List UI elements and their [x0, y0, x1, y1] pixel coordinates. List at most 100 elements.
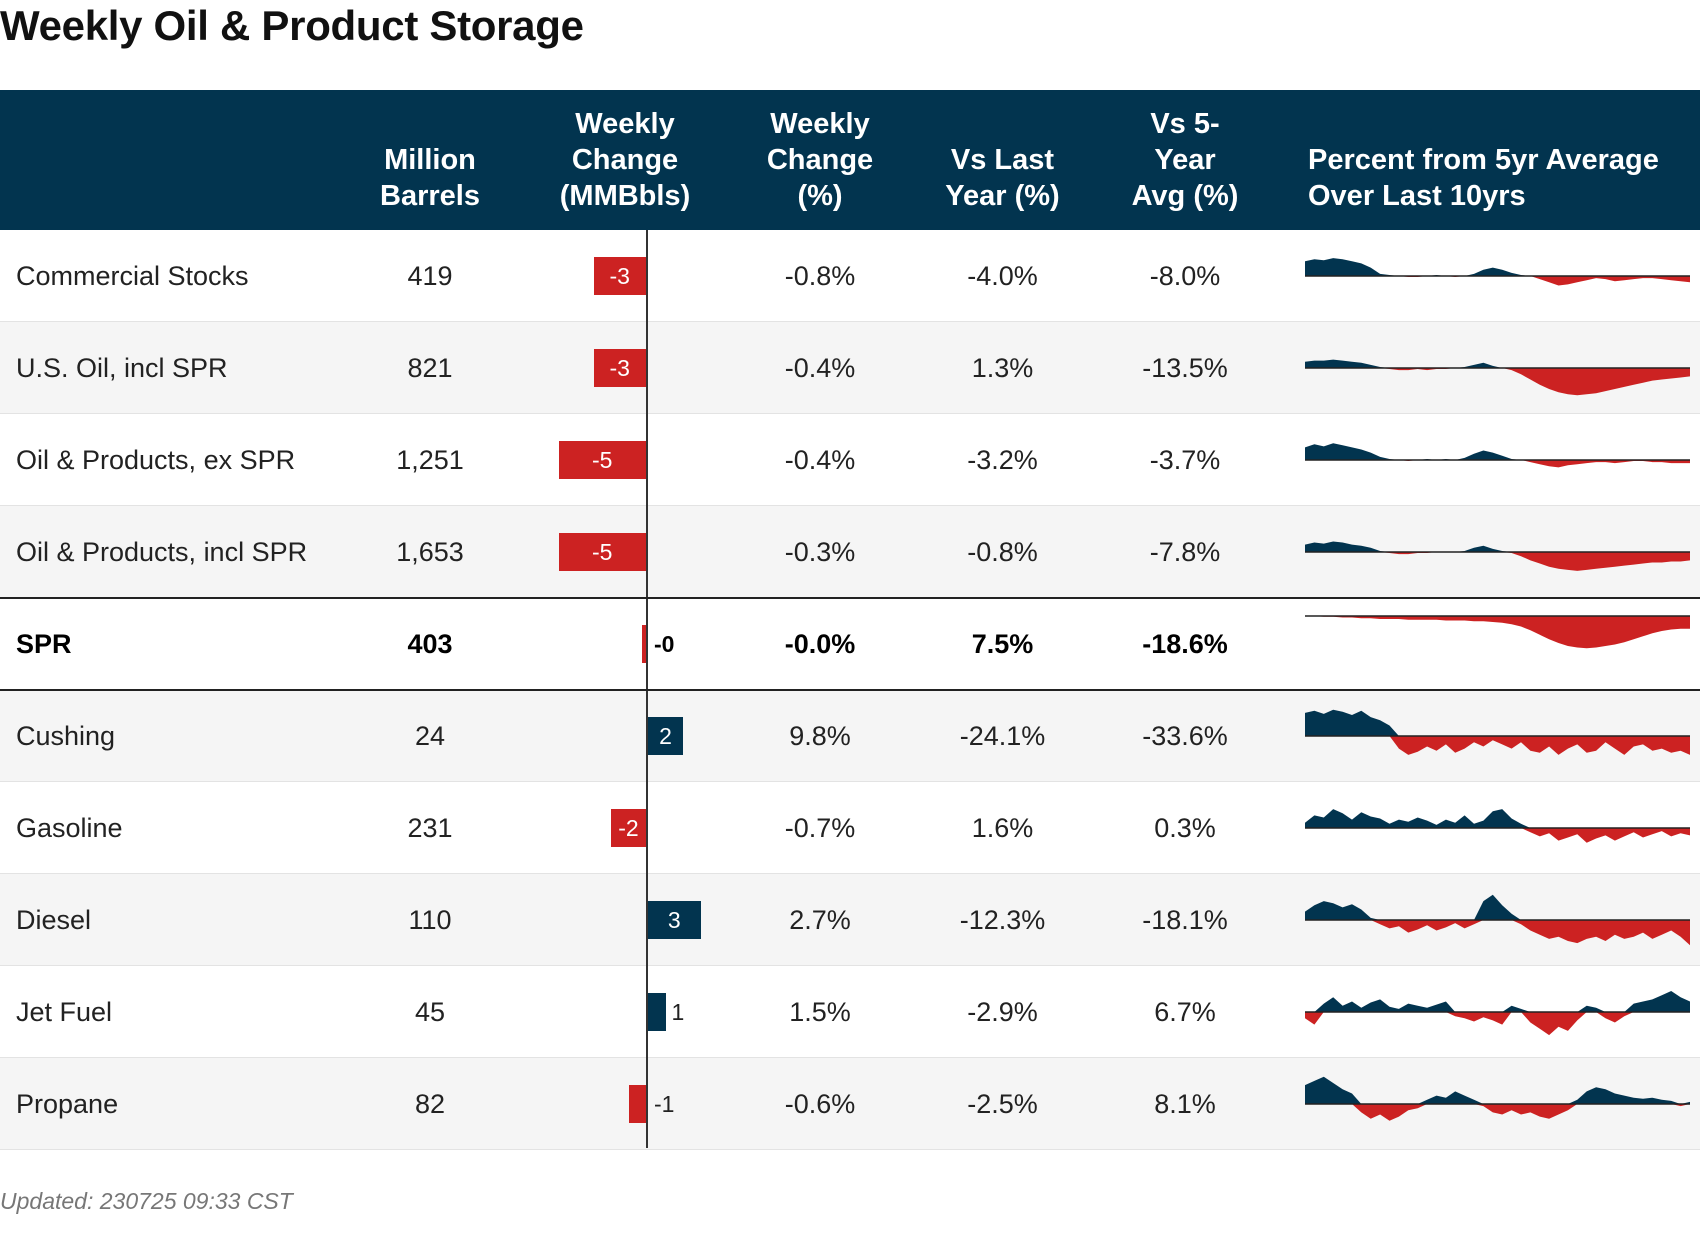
table-header: Million Barrels Weekly Change (MMBbls) W…: [0, 90, 1700, 230]
weekly-change-bar: [593, 349, 646, 387]
weekly-change-label: 3: [667, 907, 681, 933]
weekly-change-label: 1: [671, 999, 685, 1025]
sparkline-negative-area: [1305, 1012, 1690, 1036]
row-vs-last-year: -12.3%: [959, 905, 1046, 935]
weekly-change-bar: [648, 993, 666, 1031]
row-name: U.S. Oil, incl SPR: [16, 353, 228, 383]
row-vs-5yr: -18.1%: [1142, 905, 1228, 935]
row-weekly-pct: -0.7%: [784, 813, 856, 843]
table-row: Gasoline 231 -0.7% 1.6% 0.3% -2: [0, 782, 1700, 874]
weekly-change-label: -2: [618, 815, 639, 841]
weekly-change-bar: [648, 717, 683, 755]
row-vs-5yr: 6.7%: [1154, 997, 1216, 1027]
weekly-change-label: -3: [609, 355, 630, 381]
row-name: Oil & Products, ex SPR: [16, 445, 296, 475]
table-row: U.S. Oil, incl SPR 821 -0.4% 1.3% -13.5% -3: [0, 322, 1700, 414]
row-barrels: 403: [407, 629, 453, 659]
weekly-change-bar: [628, 1085, 646, 1123]
sparkline-negative-area: [1305, 276, 1690, 286]
row-name: Propane: [16, 1089, 119, 1119]
footer-updated: Updated: 230725 09:33 CST: [0, 1188, 293, 1214]
sparkline-positive-area: [1305, 258, 1690, 276]
row-vs-last-year: -2.5%: [967, 1089, 1038, 1119]
sparkline-positive-area: [1305, 894, 1690, 920]
row-barrels: 1,653: [396, 537, 464, 567]
weekly-change-label: 2: [659, 723, 672, 749]
table-row: Jet Fuel 45 1.5% -2.9% 6.7% 1: [0, 966, 1700, 1058]
page-title: Weekly Oil & Product Storage: [0, 2, 584, 49]
header-name: [16, 90, 346, 230]
sparkline-negative-area: [1305, 736, 1690, 755]
sparkline: [1305, 615, 1690, 649]
row-vs-5yr: -7.8%: [1149, 537, 1221, 567]
header-barrels: Million Barrels: [380, 144, 480, 212]
table-row: SPR 403 -0.0% 7.5% -18.6% -0: [0, 598, 1700, 690]
row-name: Gasoline: [16, 813, 123, 843]
sparkline-positive-area: [1305, 359, 1690, 368]
sparkline: [1305, 991, 1690, 1036]
sparkline-negative-area: [1305, 552, 1690, 571]
row-name: Diesel: [16, 905, 92, 935]
row-barrels: 45: [414, 997, 446, 1027]
row-vs-last-year: -4.0%: [967, 261, 1038, 291]
weekly-change-bar: [611, 809, 646, 847]
row-barrels: 110: [408, 905, 452, 935]
header-vs-last-year: Vs Last Year (%): [945, 144, 1060, 212]
sparkline: [1305, 359, 1690, 396]
row-vs-5yr: -33.6%: [1142, 721, 1228, 751]
row-vs-5yr: 0.3%: [1154, 813, 1216, 843]
sparkline-negative-area: [1305, 460, 1690, 468]
sparkline-positive-area: [1305, 991, 1690, 1012]
row-barrels: 82: [414, 1089, 446, 1119]
row-barrels: 231: [407, 813, 453, 843]
row-weekly-pct: -0.4%: [784, 353, 856, 383]
sparkline: [1305, 709, 1690, 755]
row-weekly-pct: -0.6%: [784, 1089, 856, 1119]
sparkline-negative-area: [1305, 828, 1690, 843]
row-name: Commercial Stocks: [16, 261, 249, 291]
header-vs-5yr: Vs 5- Year Avg (%): [1131, 108, 1239, 212]
row-weekly-pct: 1.5%: [789, 997, 851, 1027]
row-weekly-pct: -0.4%: [784, 445, 856, 475]
sparkline-positive-area: [1305, 541, 1690, 552]
sparkline-positive-area: [1305, 1076, 1690, 1104]
weekly-change-label: -0: [654, 631, 675, 657]
row-vs-5yr: 8.1%: [1154, 1089, 1216, 1119]
table-row: Cushing 24 9.8% -24.1% -33.6% 2: [0, 690, 1700, 782]
row-vs-5yr: -3.7%: [1149, 445, 1221, 475]
row-vs-5yr: -18.6%: [1142, 629, 1228, 659]
header-weekly-change: Weekly Change (MMBbls): [559, 108, 691, 212]
row-vs-last-year: 1.3%: [971, 353, 1034, 383]
sparkline: [1305, 809, 1690, 843]
row-vs-last-year: 1.6%: [971, 813, 1034, 843]
weekly-change-label: -1: [654, 1091, 675, 1117]
row-vs-5yr: -13.5%: [1142, 353, 1228, 383]
row-barrels: 419: [407, 261, 453, 291]
weekly-change-bar: [642, 625, 646, 663]
sparkline-negative-area: [1305, 616, 1690, 649]
weekly-change-label: -5: [592, 447, 613, 473]
row-name: SPR: [16, 629, 72, 659]
table-row: Oil & Products, ex SPR 1,251 -0.4% -3.2% -3.…: [0, 414, 1700, 506]
table-row: Commercial Stocks 419 -0.8% -4.0% -8.0% -3: [0, 230, 1700, 322]
header-sparkline: Percent from 5yr Average Over Last 10yrs: [1308, 144, 1659, 212]
weekly-change-bar: [648, 901, 701, 939]
spr-top-rule: [0, 597, 1700, 599]
row-weekly-pct: -0.8%: [784, 261, 856, 291]
row-vs-last-year: -3.2%: [967, 445, 1038, 475]
sparkline: [1305, 894, 1690, 946]
row-name: Cushing: [16, 721, 116, 751]
spr-bottom-rule: [0, 689, 1700, 691]
weekly-change-bar: [558, 533, 646, 571]
row-vs-last-year: 7.5%: [971, 629, 1034, 659]
row-barrels: 821: [407, 353, 453, 383]
table-row: Diesel 110 2.7% -12.3% -18.1% 3: [0, 874, 1700, 966]
sparkline-negative-area: [1305, 920, 1690, 946]
row-barrels: 24: [414, 721, 446, 751]
row-name: Jet Fuel: [16, 997, 113, 1027]
row-weekly-pct: -0.3%: [784, 537, 856, 567]
row-weekly-pct: 2.7%: [789, 905, 851, 935]
table-row: Propane 82 -0.6% -2.5% 8.1% -1: [0, 1058, 1700, 1150]
sparkline-negative-area: [1305, 1104, 1690, 1121]
sparkline-positive-area: [1305, 809, 1690, 828]
